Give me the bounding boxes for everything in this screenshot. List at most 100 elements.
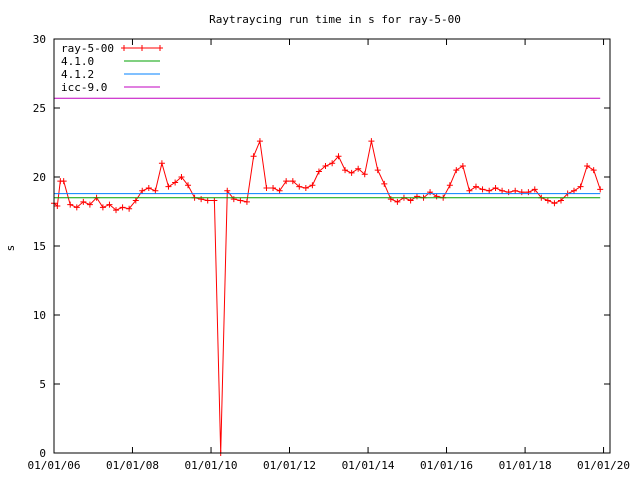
data-point (557, 197, 564, 204)
data-point (466, 187, 473, 194)
data-point (505, 189, 512, 196)
data-point (413, 193, 420, 200)
data-point (453, 167, 460, 174)
plot-frame (53, 38, 611, 454)
axes: 0 5 10 15 20 25 30 01/01/06 01/01/08 01/01/10 01/0… (28, 33, 631, 472)
legend-label: icc-9.0 (61, 81, 107, 94)
data-point (237, 197, 244, 204)
data-point (570, 187, 577, 194)
data-point (361, 171, 368, 178)
data-point (459, 162, 466, 169)
data-point (492, 185, 499, 192)
data-point (499, 187, 506, 194)
data-point (348, 169, 355, 176)
data-point (145, 185, 152, 192)
data-point (329, 160, 336, 167)
data-point (394, 198, 401, 205)
data-point (132, 197, 139, 204)
x-tick-label: 01/01/16 (420, 459, 473, 472)
y-tick-label: 5 (39, 378, 46, 391)
data-point (54, 202, 61, 209)
data-point (322, 162, 329, 169)
data-point (427, 189, 434, 196)
data-point (342, 167, 349, 174)
data-point (486, 187, 493, 194)
data-point (433, 193, 440, 200)
data-point (296, 183, 303, 190)
y-tick-label: 20 (33, 171, 46, 184)
data-point (165, 183, 172, 190)
data-point (315, 168, 322, 175)
data-point (374, 167, 381, 174)
data-point (551, 200, 558, 207)
data-point (270, 185, 277, 192)
data-point (309, 182, 316, 189)
chart-title: Raytraycing run time in s for ray-5-00 (209, 13, 461, 26)
x-tick-label: 01/01/18 (499, 459, 552, 472)
x-tick-label: 01/01/06 (28, 459, 81, 472)
data-point (60, 178, 67, 185)
data-point (204, 197, 211, 204)
data-point (446, 182, 453, 189)
y-tick-label: 0 (39, 447, 46, 460)
x-tick-label: 01/01/20 (577, 459, 630, 472)
data-point (584, 162, 591, 169)
series-line (53, 139, 601, 454)
series-layer (51, 97, 604, 456)
data-point (407, 197, 414, 204)
data-point (178, 174, 185, 180)
data-point (283, 178, 290, 185)
x-tick-label: 01/01/08 (106, 459, 159, 472)
data-point (597, 186, 604, 193)
data-point (73, 204, 80, 211)
legend-marker (157, 45, 163, 51)
data-point (198, 196, 205, 203)
data-point (525, 189, 532, 196)
data-point (256, 138, 263, 145)
data-point (99, 204, 106, 211)
legend-marker (139, 45, 145, 51)
data-point (243, 198, 250, 205)
x-tick-label: 01/01/10 (185, 459, 238, 472)
data-point (80, 198, 87, 205)
data-point (185, 182, 192, 189)
data-point (224, 187, 231, 194)
data-point (86, 201, 93, 208)
data-point (577, 183, 584, 190)
x-tick-label: 01/01/14 (342, 459, 395, 472)
data-point (355, 165, 362, 172)
data-point (276, 187, 283, 194)
data-point (368, 138, 375, 145)
y-axis-label: s (4, 245, 17, 252)
data-point (289, 178, 296, 185)
data-point (67, 201, 74, 208)
data-point (544, 197, 551, 204)
data-point (250, 153, 257, 160)
data-point (531, 186, 538, 193)
data-point (472, 183, 479, 190)
data-point (302, 185, 309, 192)
legend-label: ray-5-00 (61, 42, 114, 55)
data-point (387, 196, 394, 203)
data-point (126, 205, 133, 212)
legend-label: 4.1.0 (61, 55, 94, 68)
x-tick-label: 01/01/12 (263, 459, 316, 472)
data-point (335, 153, 342, 160)
y-tick-label: 25 (33, 102, 46, 115)
data-point (172, 179, 179, 186)
legend-label: 4.1.2 (61, 68, 94, 81)
data-point (263, 185, 270, 192)
data-point (139, 187, 146, 194)
data-point (512, 187, 519, 194)
data-point (119, 204, 126, 211)
legend-marker (121, 45, 127, 51)
data-point (518, 189, 525, 196)
data-point (211, 197, 218, 204)
y-tick-label: 30 (33, 33, 46, 46)
data-point (381, 180, 388, 187)
y-tick-label: 10 (33, 309, 46, 322)
data-point (158, 160, 165, 167)
data-point (152, 187, 159, 194)
